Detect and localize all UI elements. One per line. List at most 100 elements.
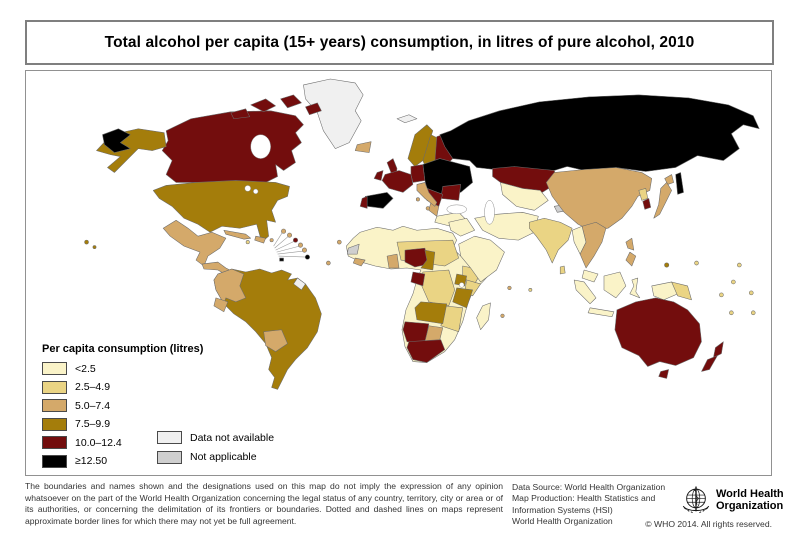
- world-map-panel: Per capita consumption (litres) <2.5 2.5…: [25, 70, 772, 476]
- country-ecuador: [213, 297, 229, 313]
- caribbean-island: [287, 232, 293, 238]
- maldives: [528, 288, 533, 292]
- territory-western-sahara: [346, 243, 360, 255]
- data-source-line: Data Source: World Health Organization: [512, 482, 666, 492]
- cape-verde: [326, 260, 331, 266]
- legend-label: Not applicable: [190, 451, 257, 463]
- region-central-asia: [500, 182, 549, 211]
- who-logo-text-line: World Health: [716, 488, 784, 500]
- legend-item: <2.5: [42, 362, 203, 375]
- country-germany: [410, 164, 426, 183]
- region-iran-afghanistan-pakistan: [474, 212, 539, 241]
- legend-item: 5.0–7.4: [42, 399, 203, 412]
- who-logo-icon: [682, 486, 710, 514]
- sulawesi: [629, 277, 641, 299]
- country-cuba: [223, 229, 252, 240]
- country-angola: [414, 301, 448, 325]
- data-source-line: World Health Organization: [512, 516, 613, 527]
- hudson-bay: [250, 134, 271, 159]
- seychelles: [507, 285, 512, 290]
- country-italy: [416, 182, 438, 207]
- country-russia: [439, 94, 760, 172]
- country-svalbard: [396, 114, 418, 124]
- country-puerto-rico: [269, 238, 274, 243]
- caspian-sea: [484, 200, 495, 225]
- legend-swatch: [42, 417, 67, 431]
- caribbean-island: [302, 247, 307, 253]
- mauritius: [500, 313, 505, 318]
- great-lakes: [253, 188, 259, 195]
- country-canada: [161, 110, 304, 183]
- legend-title: Per capita consumption (litres): [42, 343, 204, 355]
- country-trinidad: [279, 257, 284, 262]
- country-papua-new-guinea: [671, 281, 692, 301]
- country-malaysia: [581, 269, 599, 283]
- territory-french-guiana: [293, 277, 306, 291]
- country-tanzania: [452, 287, 473, 309]
- country-madagascar: [476, 302, 491, 330]
- country-bolivia: [263, 329, 288, 352]
- country-canada-arctic: [230, 108, 251, 120]
- legend-item: Not applicable: [157, 450, 274, 464]
- caribbean-leader-lines: [273, 232, 307, 258]
- region-romania-bulgaria: [440, 184, 461, 201]
- country-cameroon: [420, 249, 436, 271]
- country-iceland: [354, 141, 372, 153]
- legend-label: ≥12.50: [75, 455, 108, 467]
- pacific-island: [719, 292, 724, 298]
- great-lakes: [244, 185, 251, 192]
- country-new-zealand-north: [713, 341, 724, 358]
- country-canada-arctic: [250, 98, 276, 113]
- country-canada-arctic: [280, 94, 302, 109]
- caribbean-island: [281, 228, 287, 234]
- country-india: [529, 217, 573, 264]
- legend-item: 2.5–4.9: [42, 380, 203, 394]
- sumatra: [573, 279, 597, 305]
- boundaries-disclaimer: The boundaries and names shown and the d…: [25, 481, 503, 526]
- pacific-island: [748, 290, 754, 296]
- who-logo-text-line: Organization: [716, 499, 784, 512]
- legend-item: 10.0–12.4: [42, 436, 203, 449]
- pacific-island: [731, 279, 736, 285]
- legend-label: 2.5–4.9: [75, 381, 111, 393]
- region-arabian-peninsula: [458, 235, 505, 283]
- country-gabon: [410, 271, 426, 287]
- caribbean-island: [304, 254, 310, 260]
- data-source-line: Information Systems (HSI): [512, 504, 613, 515]
- country-russia-chukotka: [102, 128, 131, 153]
- country-sierra-leone: [352, 257, 366, 267]
- country-kazakhstan: [492, 166, 559, 193]
- sicily: [425, 206, 430, 211]
- title-box: Total alcohol per capita (15+ years) con…: [25, 20, 774, 65]
- data-source-block: Data Source: World Health Organization M…: [512, 482, 672, 528]
- legend-swatch: [157, 431, 182, 444]
- java: [587, 307, 615, 318]
- legend-swatch: [42, 399, 67, 412]
- country-japan-honshu: [653, 182, 672, 219]
- country-south-korea: [642, 198, 652, 210]
- hawaii-islands: [84, 239, 89, 245]
- caribbean-island: [298, 242, 303, 248]
- map-legend: Per capita consumption (litres) <2.5 2.5…: [42, 343, 203, 473]
- country-hispaniola: [254, 235, 266, 244]
- canary-islands: [337, 239, 342, 245]
- country-north-korea: [638, 188, 649, 201]
- country-philippines: [625, 237, 635, 251]
- who-logo-text: World Health Organization: [716, 488, 784, 512]
- data-source-line: Map Production: Health Statistics and: [512, 493, 656, 504]
- legend-label: 7.5–9.9: [75, 418, 111, 430]
- pacific-island: [737, 262, 742, 268]
- lake-victoria: [459, 282, 465, 288]
- region-indochina: [579, 221, 607, 269]
- pacific-island: [750, 310, 756, 316]
- legend-swatch: [42, 362, 67, 375]
- sakhalin: [675, 172, 684, 195]
- pacific-island: [729, 310, 734, 316]
- country-united-states: [152, 180, 290, 243]
- country-nigeria: [404, 247, 430, 268]
- pacific-island: [694, 260, 699, 266]
- tasmania: [658, 369, 669, 379]
- legend-label: <2.5: [75, 362, 96, 375]
- legend-swatch: [42, 454, 67, 468]
